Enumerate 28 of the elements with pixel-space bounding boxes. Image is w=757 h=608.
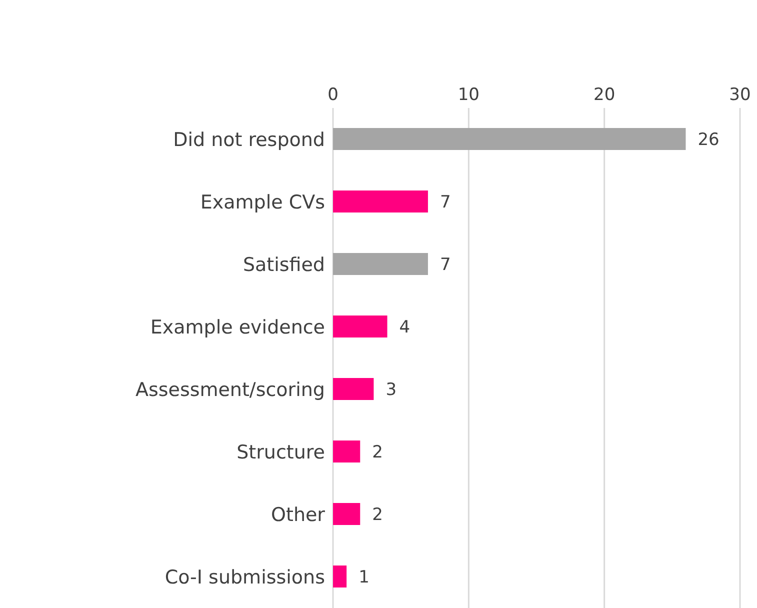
y-tick-label: Example evidence: [150, 316, 325, 338]
bar: [333, 566, 347, 588]
bar: [333, 440, 360, 462]
bar: [333, 190, 428, 212]
y-tick-label: Assessment/scoring: [135, 378, 325, 401]
y-tick-label: Other: [271, 504, 326, 526]
y-tick-label: Satisfied: [242, 254, 325, 276]
y-tick-label: Structure: [236, 441, 325, 464]
bar: [333, 503, 360, 525]
x-tick-label: 30: [729, 85, 751, 105]
y-tick-label: Did not respond: [173, 128, 325, 151]
data-label: 1: [358, 568, 370, 588]
x-tick-label: 0: [328, 85, 338, 105]
data-label: 3: [386, 380, 397, 400]
y-tick-label: Example CVs: [200, 191, 325, 214]
data-label: 7: [440, 192, 451, 213]
bar: [333, 378, 374, 400]
data-label: 26: [698, 130, 720, 150]
data-label: 4: [399, 318, 410, 338]
x-tick-label: 10: [458, 85, 480, 105]
data-label: 2: [372, 442, 383, 463]
data-label: 7: [440, 255, 451, 276]
data-label: 2: [372, 505, 383, 526]
y-tick-label: Co-I submissions: [164, 566, 325, 588]
x-tick-label: 20: [594, 85, 616, 105]
bar: [333, 253, 428, 275]
bar: [333, 316, 388, 338]
bar: [333, 128, 686, 150]
